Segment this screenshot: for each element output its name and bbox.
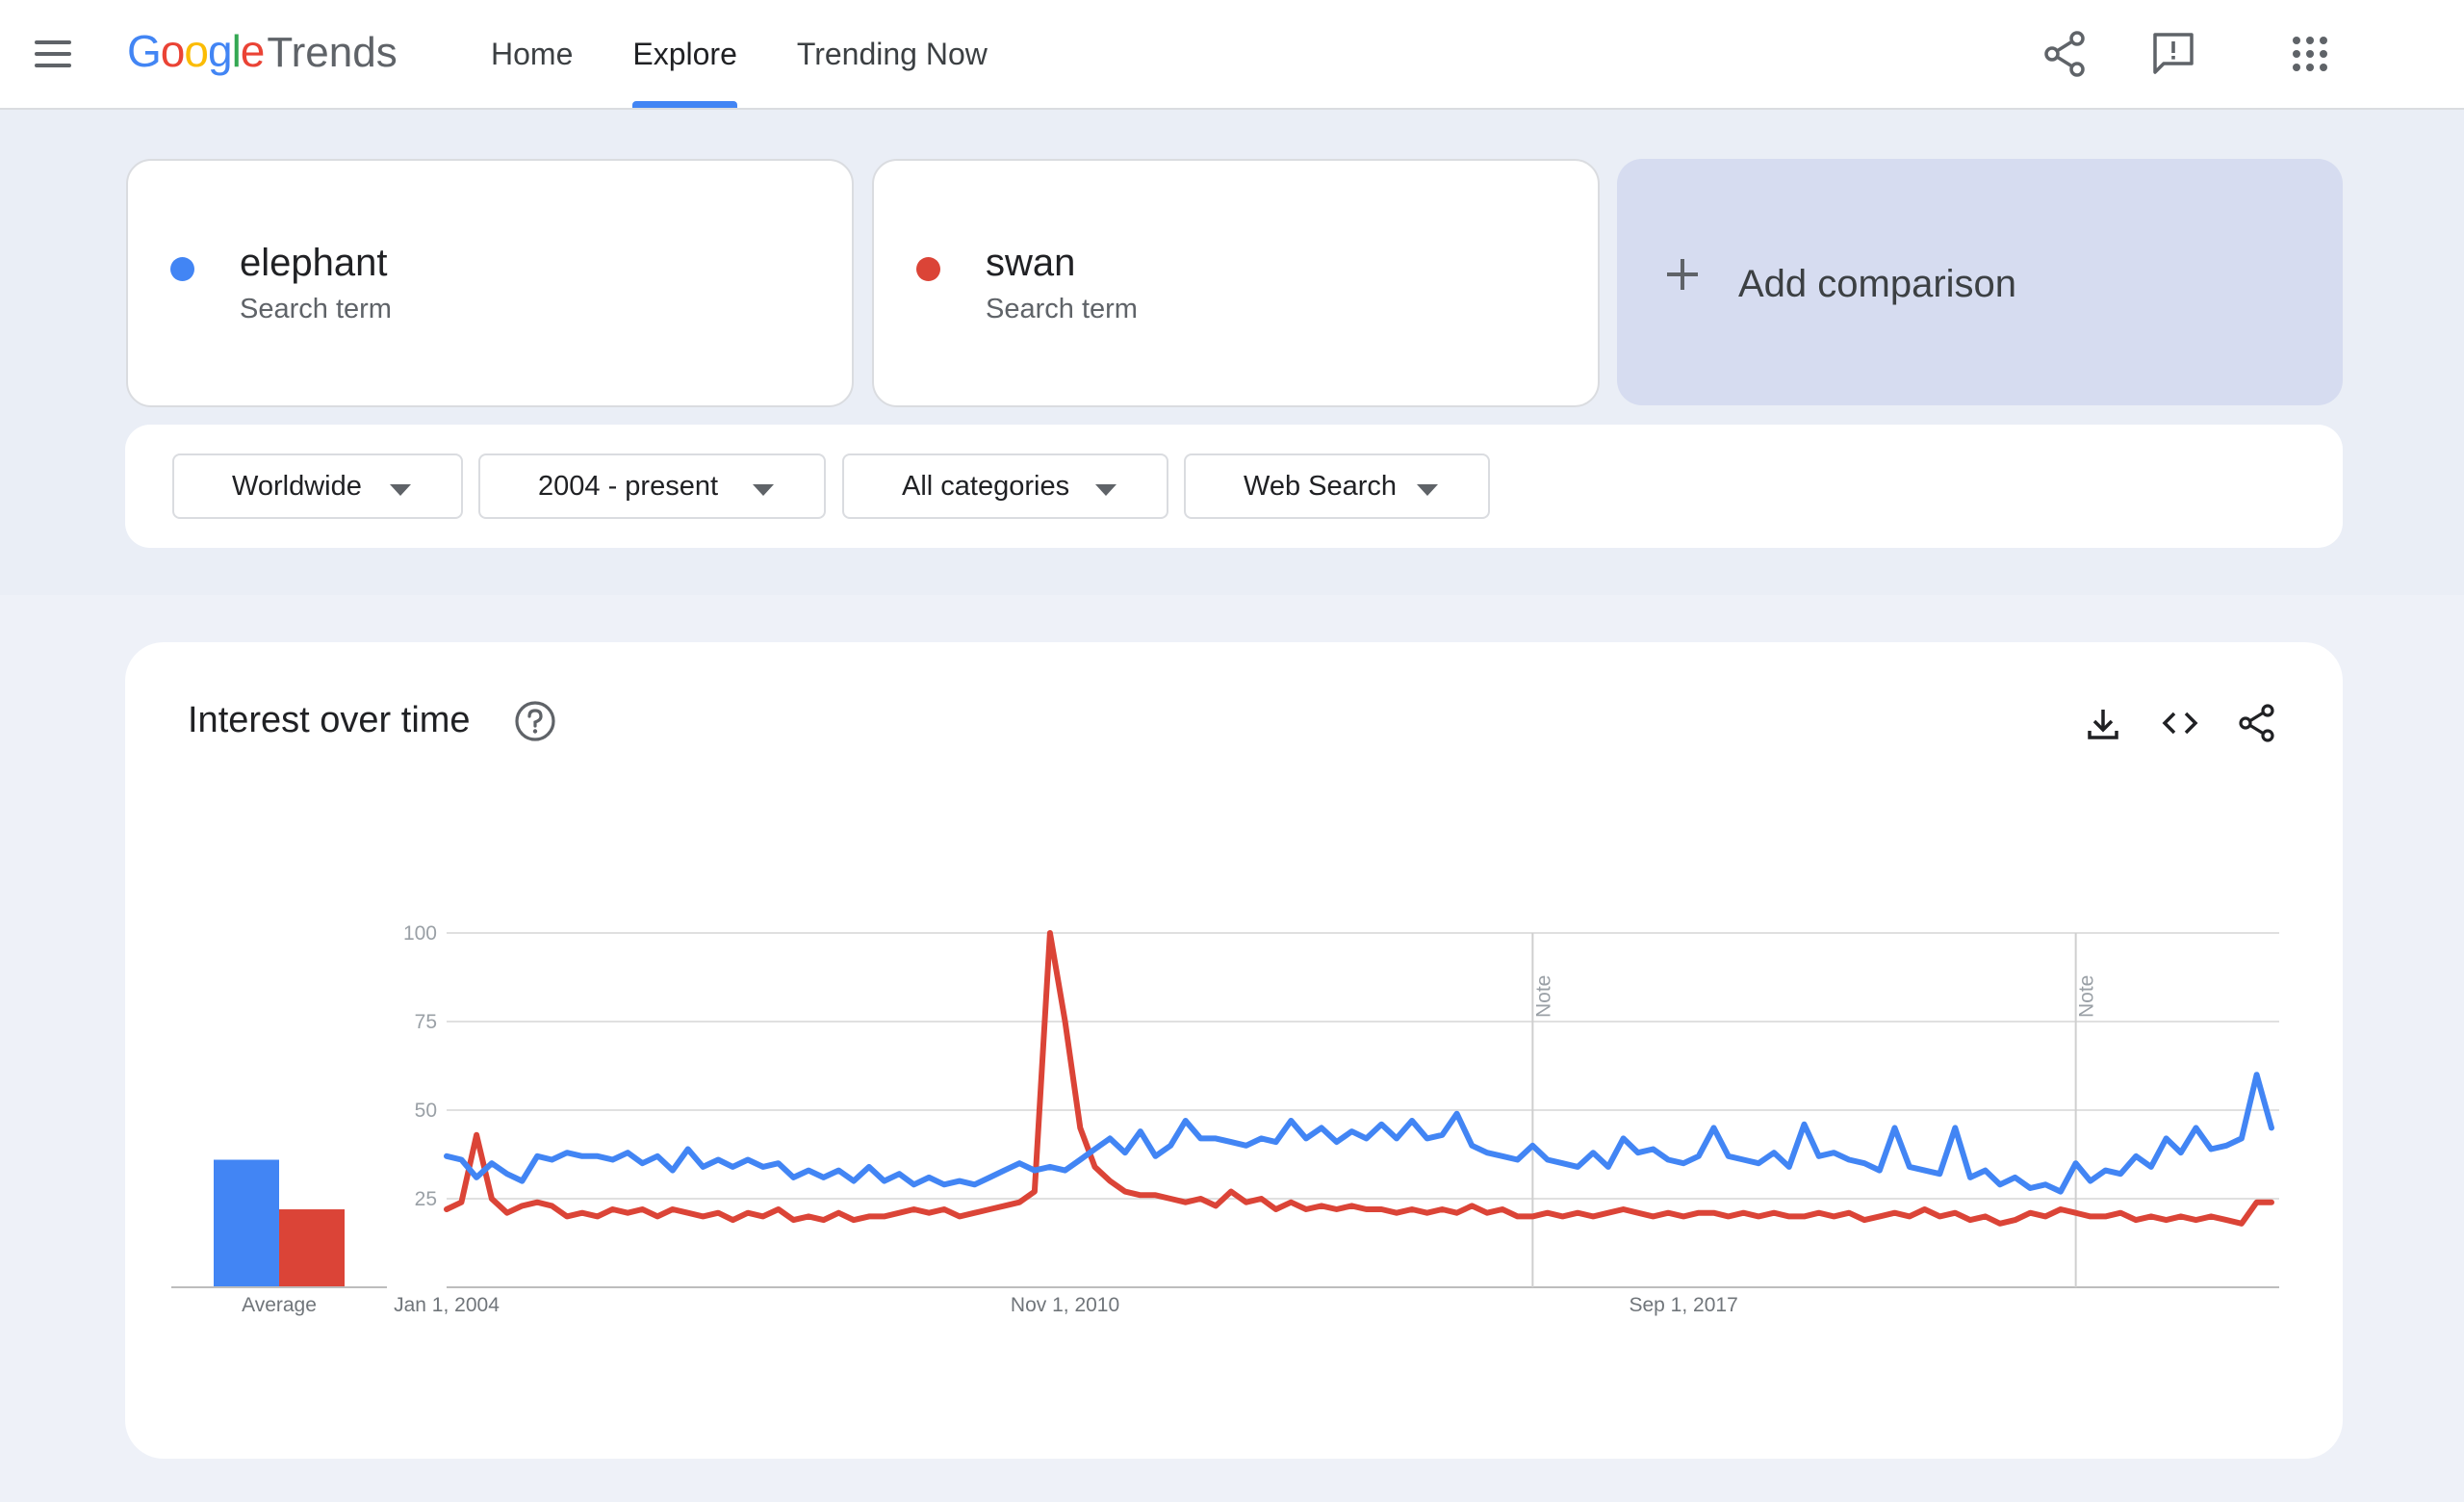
google-trends-logo[interactable]: Google Trends [127,25,398,83]
dropdown-label: Worldwide [232,470,362,502]
note-marker: Note [2076,975,2098,1018]
plus-icon [1667,259,1698,290]
search-term-name: swan [986,242,1076,284]
chart-title: Interest over time [188,700,471,740]
download-icon[interactable] [2082,702,2124,744]
top-app-bar: Google Trends Home Explore Trending Now [0,0,2464,110]
logo-trends-wordmark: Trends [267,29,398,76]
y-tick-label: 100 [403,922,437,945]
chart-series-lines [444,930,2274,1227]
term-color-dot [170,257,194,281]
nav-tab-label: Trending Now [796,36,988,71]
average-label: Average [242,1294,317,1316]
caret-down-icon [1095,484,1116,496]
nav-tab-home[interactable]: Home [476,0,587,108]
share-chart-icon[interactable] [2236,702,2278,744]
nav-tab-label: Home [491,36,574,71]
nav-tab-label: Explore [632,36,737,71]
search-term-card-swan[interactable]: swan Search term [872,159,1600,407]
interest-over-time-chart[interactable]: 100 75 50 25 Note Note Jan 1, 2004 Nov 1, 2010 S… [125,642,2343,1459]
series-line-swan [444,930,2274,1227]
dropdown-label: Web Search [1244,470,1398,502]
series-line-elephant [444,1072,2274,1195]
y-tick-label: 25 [415,1188,437,1210]
apps-grid-icon[interactable] [2283,27,2337,81]
x-tick-label: Sep 1, 2017 [1629,1294,1737,1316]
caret-down-icon [390,484,411,496]
logo-google-wordmark: Google [127,26,265,76]
embed-icon[interactable] [2159,702,2201,744]
search-type-dropdown[interactable]: Web Search [1184,453,1490,519]
filter-bar: Worldwide 2004 - present All categories … [125,425,2343,548]
note-marker: Note [1532,975,1554,1018]
time-range-dropdown[interactable]: 2004 - present [478,453,826,519]
average-bars [171,1159,387,1288]
interest-over-time-card: Interest over time [125,642,2343,1459]
chart-gridlines [447,932,2279,1288]
search-term-card-elephant[interactable]: elephant Search term [126,159,854,407]
y-tick-label: 75 [415,1011,437,1033]
search-term-type: Search term [986,294,1138,324]
x-tick-label: Jan 1, 2004 [394,1294,500,1316]
chart-axis-labels: 100 75 50 25 Note Note Jan 1, 2004 Nov 1, 2010 S… [242,922,2098,1316]
add-comparison-label: Add comparison [1738,263,2017,305]
average-bar-elephant [214,1159,279,1287]
nav-tab-trending-now[interactable]: Trending Now [783,0,1002,108]
search-term-type: Search term [240,294,392,324]
feedback-icon[interactable] [2146,27,2200,81]
search-term-name: elephant [240,242,388,284]
caret-down-icon [1417,484,1438,496]
caret-down-icon [753,484,774,496]
nav-tab-explore[interactable]: Explore [618,0,752,108]
main-nav: Home Explore Trending Now [476,0,1033,110]
share-icon[interactable] [2039,27,2092,81]
x-tick-label: Nov 1, 2010 [1011,1294,1119,1316]
dropdown-label: All categories [902,470,1070,502]
category-dropdown[interactable]: All categories [842,453,1168,519]
add-comparison-button[interactable]: Add comparison [1617,159,2343,405]
menu-icon[interactable] [29,33,77,75]
average-bar-swan [279,1209,345,1287]
help-icon[interactable] [514,700,556,742]
region-dropdown[interactable]: Worldwide [172,453,463,519]
dropdown-label: 2004 - present [538,470,719,502]
term-color-dot [916,257,940,281]
y-tick-label: 50 [415,1100,437,1122]
